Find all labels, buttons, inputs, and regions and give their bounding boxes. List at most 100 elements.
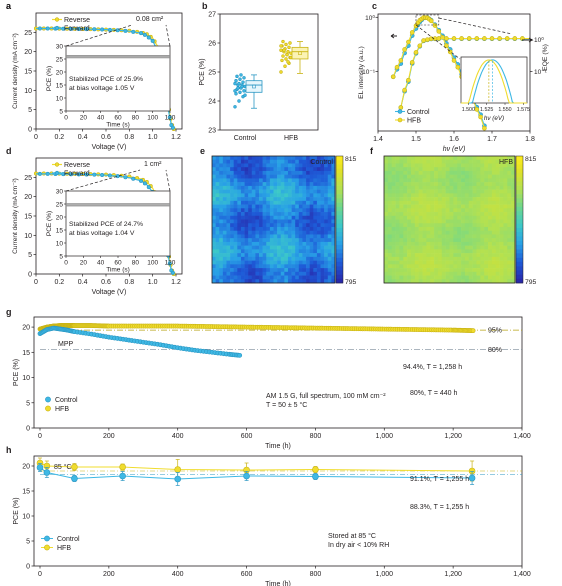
map-pixel — [277, 215, 282, 220]
map-pixel — [414, 156, 419, 161]
map-pixel — [507, 163, 512, 168]
storage-point-hfb — [119, 463, 126, 471]
map-pixel — [457, 260, 462, 265]
plot-frame — [33, 455, 523, 567]
map-pixel — [457, 241, 462, 246]
map-pixel — [449, 189, 454, 194]
map-pixel — [453, 200, 458, 205]
map-pixel — [298, 249, 303, 254]
map-pixel — [266, 167, 271, 172]
map-pixel — [280, 268, 285, 273]
map-pixel — [313, 223, 318, 228]
map-pixel — [480, 219, 485, 224]
map-pixel — [251, 215, 256, 220]
map-pixel — [302, 253, 307, 258]
map-pixel — [484, 193, 489, 198]
map-pixel — [295, 185, 300, 190]
colorbar-segment — [516, 219, 523, 225]
map-pixel — [262, 226, 267, 232]
map-pixel — [291, 249, 296, 254]
map-pixel — [426, 264, 431, 269]
map-pixel — [464, 238, 470, 243]
map-pixel — [230, 226, 235, 232]
colorbar-segment — [516, 181, 523, 186]
map-pixel — [495, 223, 500, 228]
map-pixel — [302, 156, 307, 161]
map-pixel — [298, 208, 303, 213]
map-pixel — [480, 208, 485, 213]
map-pixel — [461, 275, 466, 280]
map-pixel — [449, 264, 454, 269]
map-pixel — [476, 260, 481, 265]
map-pixel — [277, 212, 282, 217]
inset-x-tick-label: 20 — [80, 115, 88, 122]
map-pixel — [262, 271, 267, 276]
map-pixel — [302, 200, 307, 205]
map-pixel — [480, 174, 485, 179]
map-pixel — [277, 182, 282, 187]
inset-x-tick-label: 1.575 — [517, 107, 530, 113]
inset-x-tick-label: 100 — [147, 115, 158, 122]
map-pixel — [488, 189, 493, 194]
map-pixel — [468, 193, 473, 198]
map-pixel — [395, 268, 400, 273]
map-pixel — [403, 182, 408, 187]
map-pixel — [316, 197, 321, 202]
map-pixel — [410, 197, 416, 202]
map-pixel — [418, 226, 423, 232]
map-pixel — [403, 219, 408, 224]
map-pixel — [461, 208, 466, 213]
y-tick-label-right: 10⁰ — [534, 36, 544, 44]
map-pixel — [395, 163, 400, 168]
map-pixel — [511, 170, 516, 175]
map-pixel — [445, 215, 450, 220]
map-pixel — [302, 241, 307, 246]
map-pixel — [295, 268, 300, 273]
map-pixel — [277, 185, 282, 190]
map-pixel — [387, 279, 393, 284]
map-pixel — [273, 279, 278, 284]
map-pixel — [480, 271, 485, 276]
map-pixel — [237, 178, 242, 183]
map-label: Control — [310, 159, 333, 166]
map-pixel — [269, 215, 274, 220]
map-pixel — [233, 256, 238, 261]
map-pixel — [262, 253, 267, 258]
map-pixel — [287, 245, 292, 250]
map-pixel — [422, 178, 427, 183]
map-pixel — [316, 234, 321, 239]
map-pixel — [445, 234, 450, 239]
map-pixel — [240, 159, 245, 164]
map-pixel — [395, 226, 400, 232]
map-pixel — [316, 279, 321, 284]
map-pixel — [237, 256, 242, 261]
map-pixel — [331, 156, 336, 161]
map-pixel — [280, 212, 285, 217]
map-pixel — [309, 219, 314, 224]
map-pixel — [316, 156, 321, 161]
map-pixel — [464, 275, 470, 280]
map-pixel — [251, 260, 256, 265]
map-pixel — [237, 197, 242, 202]
map-pixel — [407, 197, 412, 202]
map-pixel — [262, 178, 267, 183]
x-tick-label: 0 — [38, 433, 42, 440]
map-pixel — [215, 241, 220, 246]
map-pixel — [313, 241, 318, 246]
map-pixel — [495, 159, 500, 164]
map-pixel — [269, 219, 274, 224]
map-pixel — [215, 226, 220, 232]
map-pixel — [280, 264, 285, 269]
x-tick-label: 1.2 — [171, 279, 181, 286]
map-pixel — [287, 174, 292, 179]
y-tick-label: 5 — [26, 539, 30, 546]
map-pixel — [445, 182, 450, 187]
map-pixel — [233, 200, 238, 205]
map-pixel — [215, 275, 220, 280]
map-pixel — [468, 208, 473, 213]
map-pixel — [324, 275, 329, 280]
map-pixel — [291, 197, 296, 202]
map-pixel — [430, 200, 435, 205]
map-pixel — [320, 159, 325, 164]
map-pixel — [426, 223, 431, 228]
